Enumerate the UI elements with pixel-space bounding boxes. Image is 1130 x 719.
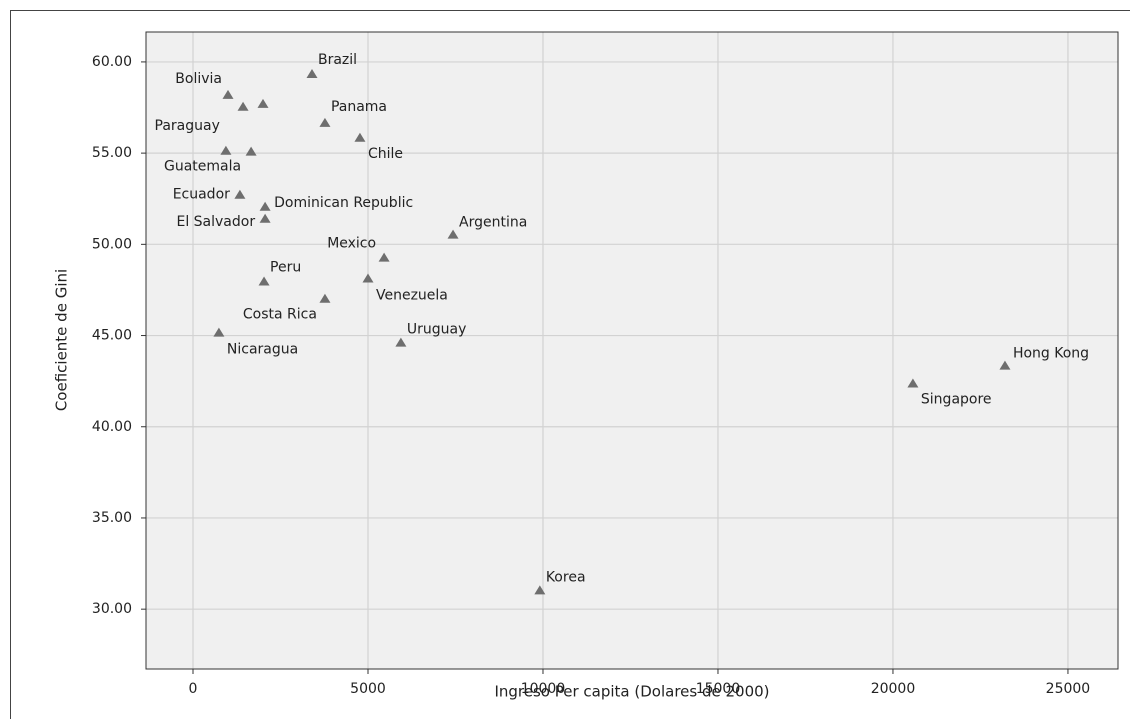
y-tick-label: 55.00 — [92, 145, 132, 161]
marker — [378, 252, 390, 262]
frame — [10, 10, 1130, 719]
point-label: Mexico — [327, 236, 376, 252]
marker — [245, 146, 257, 156]
point-label: Uruguay — [407, 322, 467, 338]
marker — [354, 132, 366, 142]
y-tick-label: 35.00 — [92, 510, 132, 526]
marker — [234, 189, 246, 199]
marker — [362, 273, 374, 283]
point-label: Singapore — [921, 392, 992, 408]
point-label: Venezuela — [376, 287, 448, 303]
marker — [213, 327, 225, 337]
marker — [534, 585, 546, 595]
point-label: Guatemala — [164, 159, 241, 175]
point-label: Costa Rica — [243, 307, 317, 323]
point-label: Dominican Republic — [274, 195, 413, 211]
y-tick-label: 45.00 — [92, 328, 132, 344]
x-tick-label: 15000 — [696, 681, 741, 697]
x-tick-label: 0 — [189, 681, 198, 697]
marker — [259, 213, 271, 223]
point-label: El Salvador — [176, 214, 255, 230]
marker — [237, 101, 249, 111]
y-tick-label: 30.00 — [92, 601, 132, 617]
x-tick-label: 20000 — [871, 681, 916, 697]
marker — [306, 68, 318, 78]
marker — [220, 145, 232, 155]
point-label: Ecuador — [173, 187, 230, 203]
point-label: Panama — [331, 99, 387, 115]
point-label: Bolivia — [175, 71, 222, 87]
marker — [257, 98, 269, 108]
y-tick-label: 40.00 — [92, 419, 132, 435]
point-label: Chile — [368, 146, 403, 162]
marker — [319, 293, 331, 303]
marker — [999, 360, 1011, 370]
point-label: Peru — [270, 260, 301, 276]
marker — [258, 276, 270, 286]
y-axis-label: Coeficiente de Gini — [53, 269, 71, 411]
x-tick-label: 5000 — [350, 681, 386, 697]
point-label: Brazil — [318, 52, 357, 68]
plot-border — [145, 31, 1119, 670]
marker — [395, 337, 407, 347]
marker — [259, 201, 271, 211]
marker — [447, 229, 459, 239]
point-label: Argentina — [459, 215, 527, 231]
x-tick-label: 25000 — [1046, 681, 1091, 697]
point-label: Nicaragua — [227, 342, 298, 358]
point-label: Paraguay — [155, 118, 220, 134]
y-tick-label: 50.00 — [92, 236, 132, 252]
x-axis-label: Ingreso Per capita (Dolares de 2000) — [494, 683, 769, 701]
point-label: Hong Kong — [1013, 346, 1089, 362]
marker — [907, 378, 919, 388]
x-tick-label: 10000 — [521, 681, 566, 697]
y-tick-label: 60.00 — [92, 54, 132, 70]
point-label: Korea — [546, 569, 586, 585]
marker — [222, 89, 234, 99]
marker — [319, 117, 331, 127]
